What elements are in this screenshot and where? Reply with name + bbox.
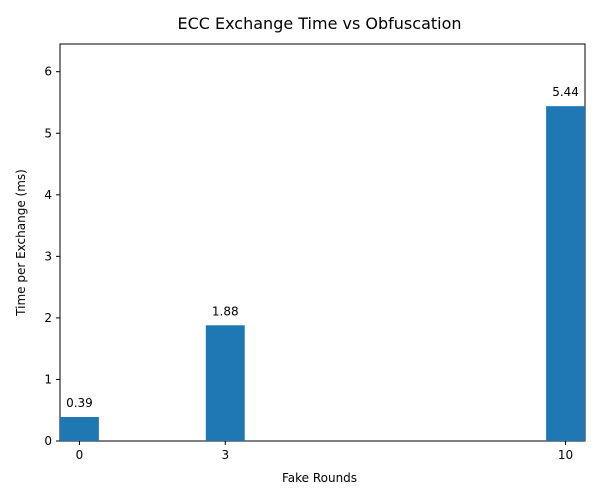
bars: [60, 106, 585, 442]
y-tick-label: 2: [44, 311, 52, 325]
bar-3: [205, 325, 245, 441]
chart-title: ECC Exchange Time vs Obfuscation: [177, 14, 461, 33]
y-tick-label: 4: [44, 188, 52, 202]
bar-value-label: 0.39: [66, 396, 93, 410]
x-tick-label: 0: [76, 448, 84, 462]
plot-area: [59, 43, 586, 442]
bar-value-label: 1.88: [212, 304, 239, 318]
data-labels: 0.39 1.88 5.44: [66, 85, 579, 410]
y-tick-label: 1: [44, 372, 52, 386]
x-tick-label: 10: [558, 448, 573, 462]
y-tick-label: 0: [44, 434, 52, 448]
bar-value-label: 5.44: [552, 85, 579, 99]
x-axis-label: Fake Rounds: [282, 471, 357, 485]
y-axis-label: Time per Exchange (ms): [14, 169, 28, 317]
y-tick-label: 6: [44, 65, 52, 79]
y-tick-label: 3: [44, 249, 52, 263]
y-tick-label: 5: [44, 126, 52, 140]
y-axis: 0 1 2 3 4 5 6: [44, 65, 60, 448]
x-axis: 0 3 10: [76, 441, 573, 462]
x-tick-label: 3: [221, 448, 229, 462]
bar-10: [546, 106, 585, 442]
bar-0: [60, 417, 99, 441]
plot-frame: [59, 43, 586, 442]
